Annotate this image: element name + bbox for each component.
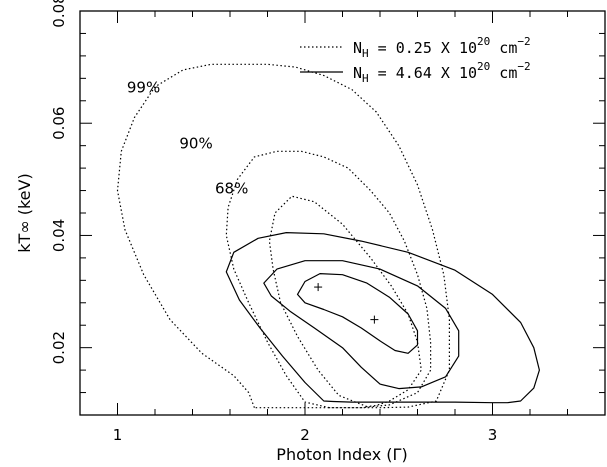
- contour-dotted-1: [225, 150, 432, 409]
- best-fit-markers: [314, 283, 379, 324]
- tick-labels: 1 2 3 0.02 0.04 0.06 0.08: [50, 0, 497, 444]
- confidence-label: 90%: [179, 134, 212, 152]
- legend-label-dotted: NH = 0.25 X 1020 cm−2: [353, 35, 531, 60]
- axis-ticks: [80, 11, 605, 415]
- x-tick-label: 1: [113, 426, 123, 444]
- confidence-label: 99%: [127, 78, 160, 96]
- y-axis-title: kT∞ (keV): [15, 173, 34, 252]
- y-tick-label: 0.02: [50, 331, 68, 364]
- y-tick-label: 0.06: [50, 107, 68, 140]
- contour-solid-4: [263, 260, 460, 390]
- best-fit-marker: [370, 315, 379, 324]
- contour-solid-5: [225, 232, 540, 404]
- x-tick-label: 3: [488, 426, 498, 444]
- x-axis-title: Photon Index (Γ): [276, 445, 407, 464]
- contour-lines: [116, 63, 540, 409]
- legend-label-solid: NH = 4.64 X 1020 cm−2: [353, 60, 531, 85]
- y-tick-label: 0.04: [50, 219, 68, 252]
- x-tick-label: 2: [300, 426, 310, 444]
- contour-solid-3: [296, 273, 419, 354]
- contour-dotted-0: [268, 195, 422, 408]
- contour-dotted-2: [116, 63, 450, 409]
- confidence-label: 68%: [215, 179, 248, 197]
- confidence-labels: 99% 90% 68%: [127, 78, 248, 197]
- legend: NH = 0.25 X 1020 cm−2 NH = 4.64 X 1020 c…: [300, 35, 531, 85]
- best-fit-marker: [314, 283, 323, 292]
- y-tick-label: 0.08: [50, 0, 68, 28]
